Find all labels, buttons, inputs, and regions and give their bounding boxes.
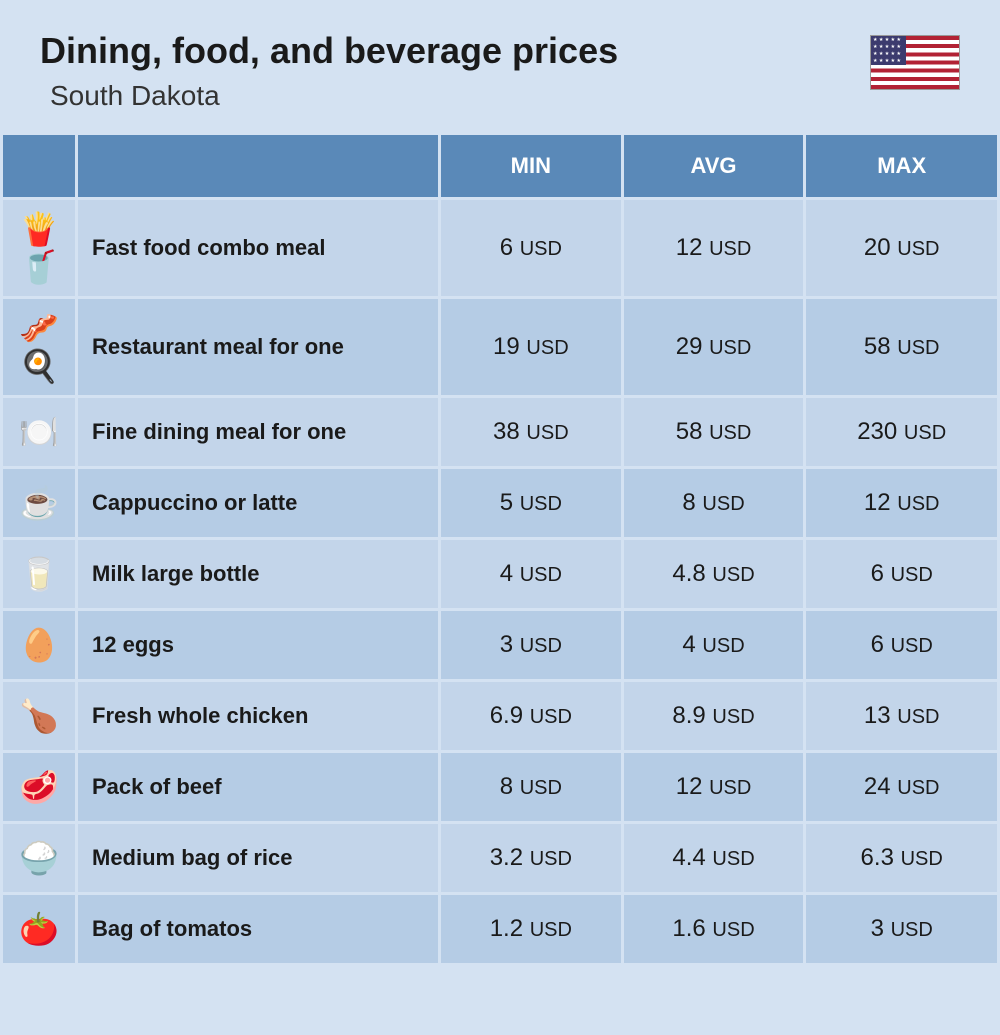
- price-avg: 58 USD: [624, 398, 804, 466]
- price-min: 3 USD: [441, 611, 621, 679]
- price-avg: 4.4 USD: [624, 824, 804, 892]
- table-row: 🍽️Fine dining meal for one38 USD58 USD23…: [3, 398, 997, 466]
- price-min: 38 USD: [441, 398, 621, 466]
- col-max: MAX: [806, 135, 997, 197]
- price-min: 3.2 USD: [441, 824, 621, 892]
- table-row: 🍚Medium bag of rice3.2 USD4.4 USD6.3 USD: [3, 824, 997, 892]
- price-max: 3 USD: [806, 895, 997, 963]
- table-header-row: MIN AVG MAX: [3, 135, 997, 197]
- row-icon: 🥩: [3, 753, 75, 821]
- price-max: 20 USD: [806, 200, 997, 296]
- price-min: 19 USD: [441, 299, 621, 395]
- row-icon: 🍗: [3, 682, 75, 750]
- usa-flag-icon: [870, 35, 960, 90]
- row-name: Fast food combo meal: [78, 200, 438, 296]
- price-min: 5 USD: [441, 469, 621, 537]
- price-avg: 8.9 USD: [624, 682, 804, 750]
- page-title: Dining, food, and beverage prices: [40, 30, 618, 72]
- table-row: 🍅Bag of tomatos1.2 USD1.6 USD3 USD: [3, 895, 997, 963]
- price-avg: 12 USD: [624, 200, 804, 296]
- page-header: Dining, food, and beverage prices South …: [0, 0, 1000, 132]
- row-name: Fine dining meal for one: [78, 398, 438, 466]
- price-min: 8 USD: [441, 753, 621, 821]
- price-avg: 12 USD: [624, 753, 804, 821]
- price-min: 1.2 USD: [441, 895, 621, 963]
- row-name: Fresh whole chicken: [78, 682, 438, 750]
- row-name: Bag of tomatos: [78, 895, 438, 963]
- price-min: 6 USD: [441, 200, 621, 296]
- row-icon: 🥛: [3, 540, 75, 608]
- row-name: Pack of beef: [78, 753, 438, 821]
- row-icon: 🍚: [3, 824, 75, 892]
- table-row: 🥓🍳Restaurant meal for one19 USD29 USD58 …: [3, 299, 997, 395]
- price-min: 4 USD: [441, 540, 621, 608]
- table-row: 🍟🥤Fast food combo meal6 USD12 USD20 USD: [3, 200, 997, 296]
- price-max: 6.3 USD: [806, 824, 997, 892]
- table-row: 🥛Milk large bottle4 USD4.8 USD6 USD: [3, 540, 997, 608]
- price-max: 230 USD: [806, 398, 997, 466]
- table-row: ☕Cappuccino or latte5 USD8 USD12 USD: [3, 469, 997, 537]
- header-text-block: Dining, food, and beverage prices South …: [40, 30, 618, 112]
- col-icon: [3, 135, 75, 197]
- price-avg: 8 USD: [624, 469, 804, 537]
- col-min: MIN: [441, 135, 621, 197]
- price-max: 6 USD: [806, 540, 997, 608]
- price-min: 6.9 USD: [441, 682, 621, 750]
- row-icon: ☕: [3, 469, 75, 537]
- price-max: 6 USD: [806, 611, 997, 679]
- price-max: 13 USD: [806, 682, 997, 750]
- table-row: 🍗Fresh whole chicken6.9 USD8.9 USD13 USD: [3, 682, 997, 750]
- price-avg: 4.8 USD: [624, 540, 804, 608]
- col-avg: AVG: [624, 135, 804, 197]
- row-name: Restaurant meal for one: [78, 299, 438, 395]
- row-icon: 🍽️: [3, 398, 75, 466]
- row-name: Medium bag of rice: [78, 824, 438, 892]
- price-max: 24 USD: [806, 753, 997, 821]
- row-icon: 🍟🥤: [3, 200, 75, 296]
- page-subtitle: South Dakota: [50, 80, 618, 112]
- price-avg: 29 USD: [624, 299, 804, 395]
- price-max: 58 USD: [806, 299, 997, 395]
- row-name: Cappuccino or latte: [78, 469, 438, 537]
- row-name: Milk large bottle: [78, 540, 438, 608]
- price-avg: 4 USD: [624, 611, 804, 679]
- row-name: 12 eggs: [78, 611, 438, 679]
- price-table: MIN AVG MAX 🍟🥤Fast food combo meal6 USD1…: [0, 132, 1000, 966]
- row-icon: 🥓🍳: [3, 299, 75, 395]
- table-row: 🥚12 eggs3 USD4 USD6 USD: [3, 611, 997, 679]
- row-icon: 🍅: [3, 895, 75, 963]
- price-max: 12 USD: [806, 469, 997, 537]
- col-name: [78, 135, 438, 197]
- row-icon: 🥚: [3, 611, 75, 679]
- price-avg: 1.6 USD: [624, 895, 804, 963]
- table-row: 🥩Pack of beef8 USD12 USD24 USD: [3, 753, 997, 821]
